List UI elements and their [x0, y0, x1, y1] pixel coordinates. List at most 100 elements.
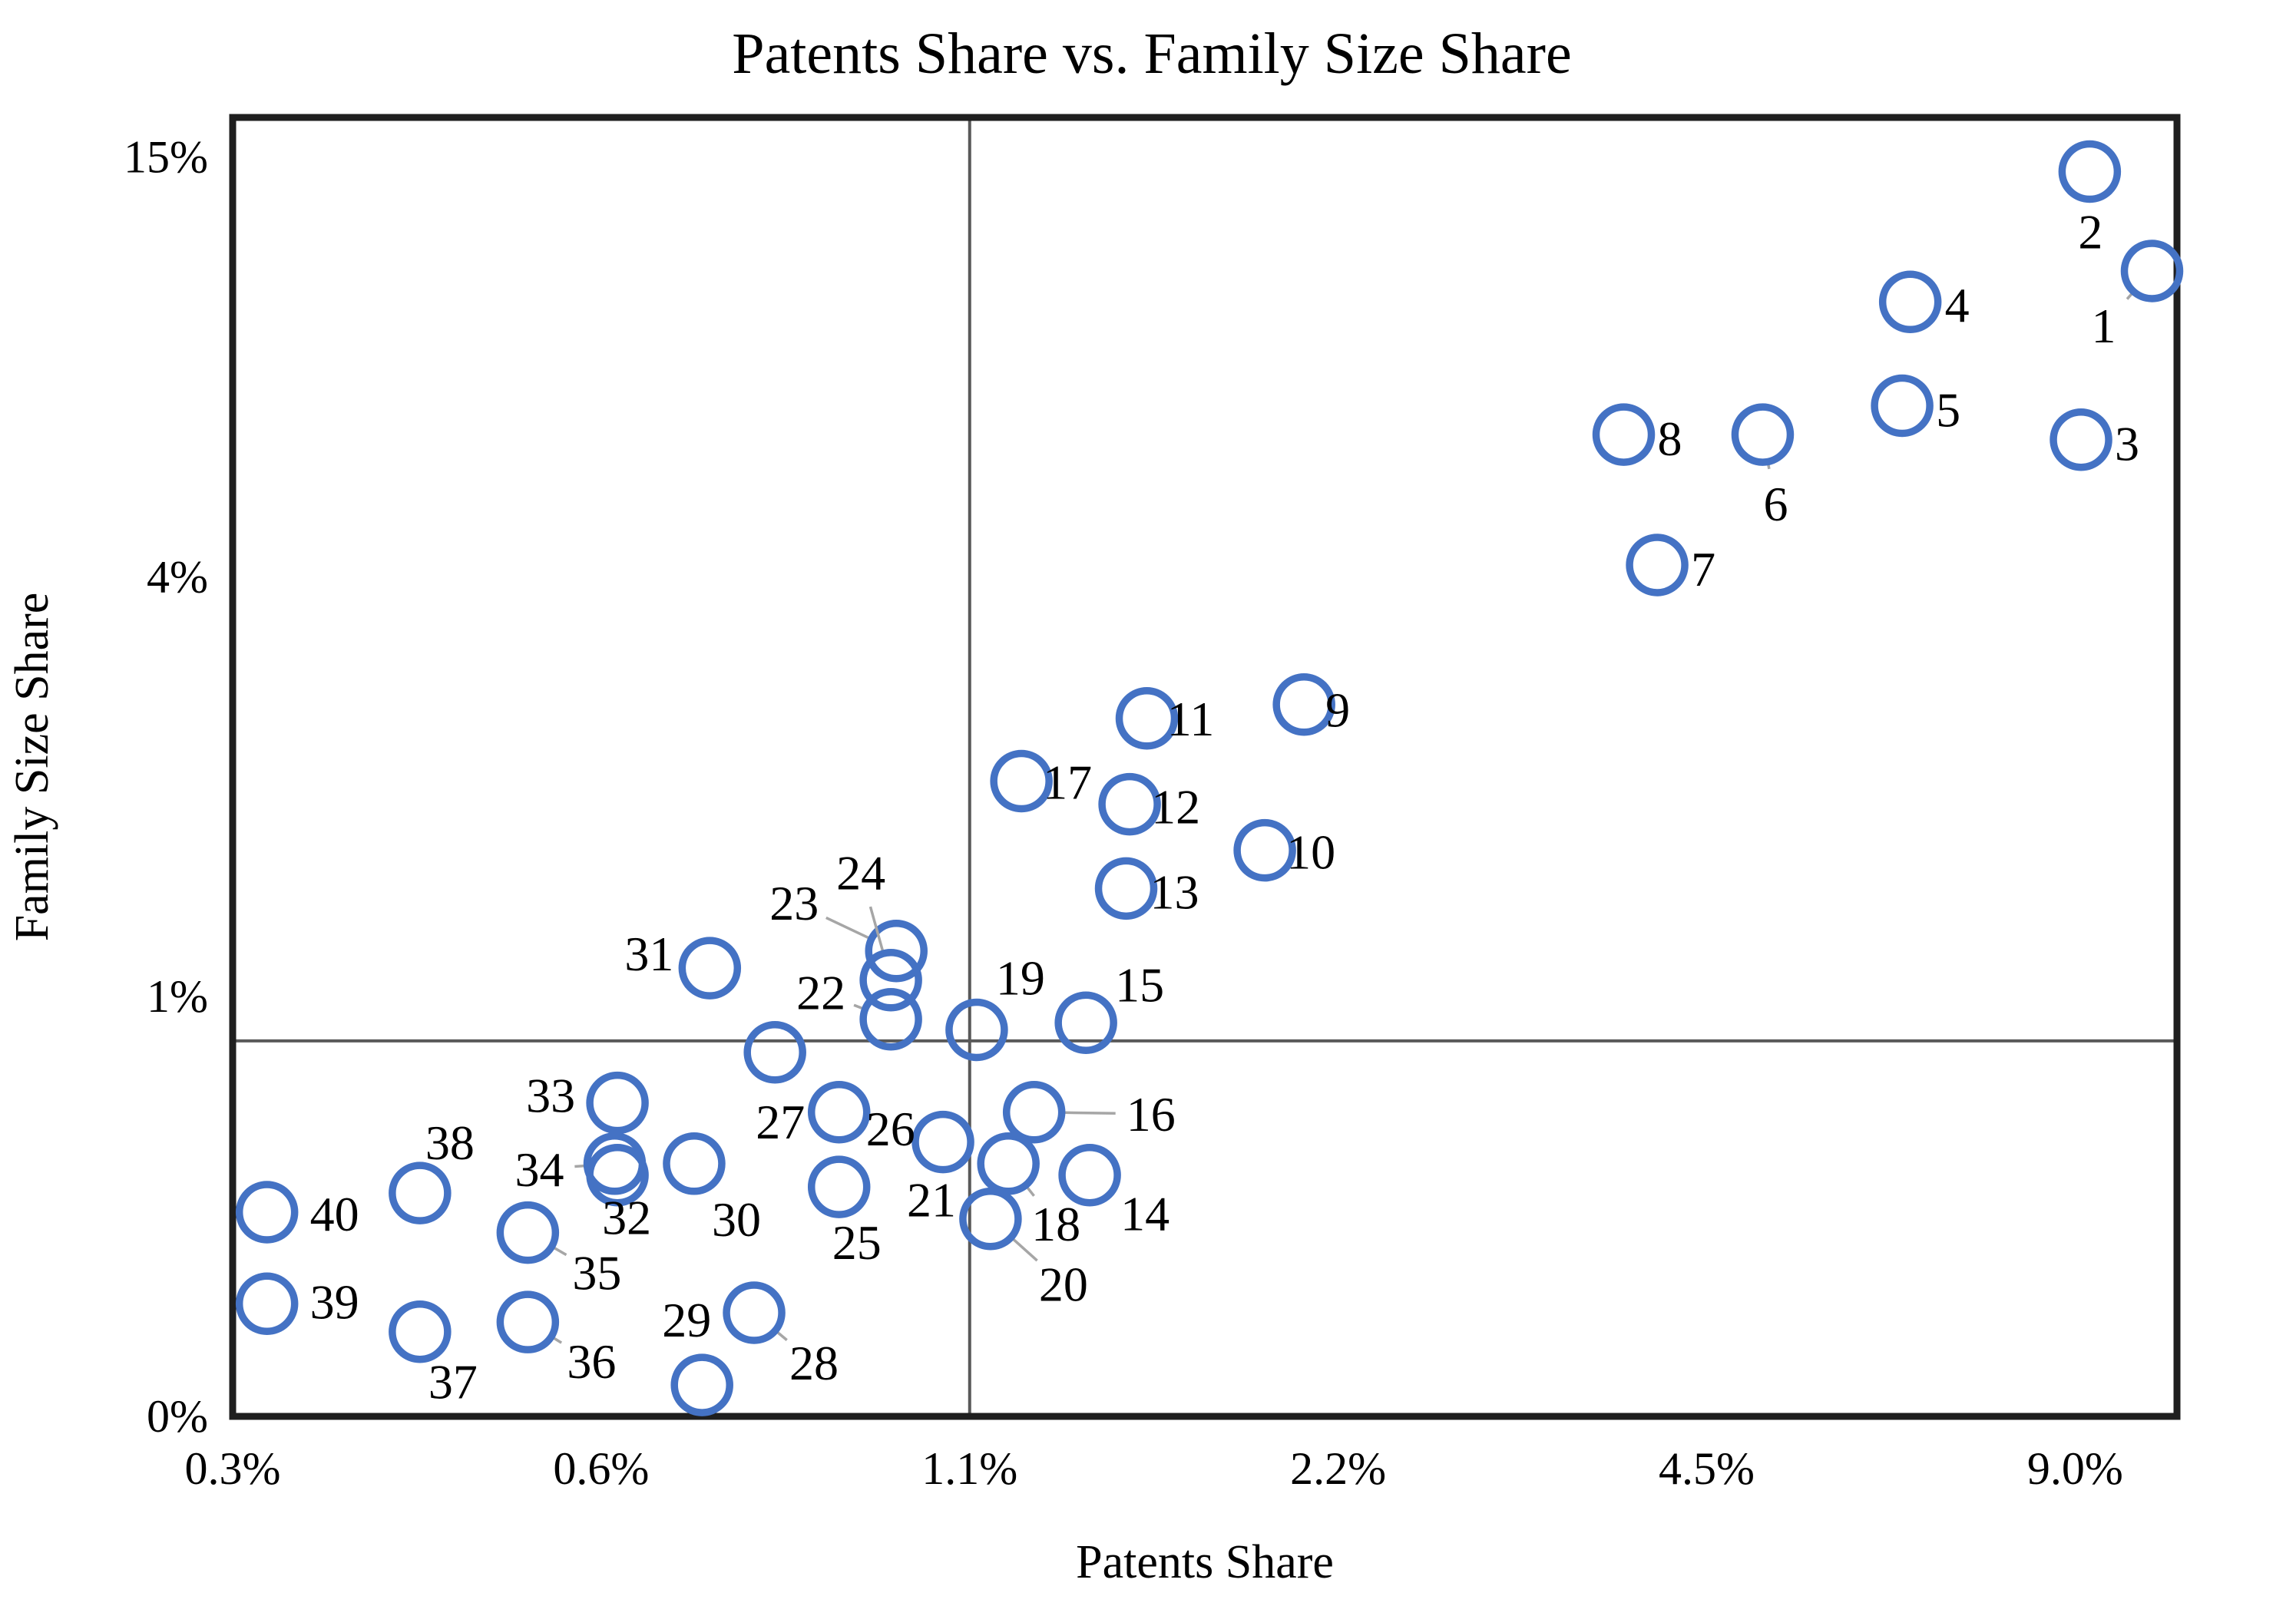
data-point — [1054, 991, 1117, 1055]
data-point-label: 39 — [310, 1274, 359, 1329]
data-point — [2120, 240, 2184, 302]
data-point-label: 22 — [796, 966, 845, 1020]
data-point — [807, 1081, 871, 1144]
data-point-label: 23 — [769, 876, 819, 930]
leader-line — [553, 1246, 567, 1257]
leader-line — [825, 916, 870, 940]
data-point — [1871, 374, 1934, 438]
x-axis-label: Patents Share — [1076, 1536, 1334, 1588]
data-point — [235, 1181, 299, 1244]
data-point — [678, 937, 742, 1000]
data-point — [235, 1272, 299, 1336]
data-point — [496, 1201, 560, 1264]
data-point — [959, 1187, 1022, 1251]
data-point-label: 30 — [712, 1192, 761, 1247]
data-point-label: 40 — [310, 1187, 359, 1241]
data-point — [977, 1132, 1040, 1195]
data-point-label: 10 — [1286, 825, 1335, 880]
y-axis-label: Family Size Share — [6, 593, 58, 942]
y-tick-label: 1% — [147, 971, 208, 1022]
data-point — [1115, 687, 1179, 750]
data-point — [583, 1132, 647, 1195]
data-point-label: 21 — [907, 1173, 956, 1228]
data-point — [865, 920, 928, 983]
x-tick-label: 0.3% — [185, 1443, 281, 1494]
data-point-label: 20 — [1039, 1257, 1088, 1312]
data-point-label: 24 — [836, 846, 885, 900]
data-point — [1233, 818, 1296, 882]
data-point — [1058, 1143, 1121, 1207]
x-tick-label: 2.2% — [1290, 1443, 1386, 1494]
data-point — [911, 1110, 974, 1174]
leader-line — [868, 906, 885, 952]
data-point — [1592, 403, 1656, 466]
data-point — [2050, 408, 2112, 471]
data-point-label: 5 — [1936, 382, 1960, 437]
data-point — [859, 987, 922, 1051]
data-point-label: 33 — [526, 1069, 575, 1123]
data-point — [2058, 140, 2122, 203]
data-point — [663, 1132, 726, 1195]
data-point — [723, 1281, 786, 1344]
data-point-label: 2 — [2078, 205, 2102, 259]
leader-line — [1011, 1238, 1038, 1262]
data-point-label: 3 — [2115, 417, 2139, 471]
data-point-label: 18 — [1031, 1197, 1080, 1251]
data-point — [586, 1071, 649, 1135]
data-point-label: 11 — [1167, 692, 1215, 746]
data-point-label: 8 — [1658, 411, 1682, 466]
data-point-label: 27 — [756, 1095, 805, 1149]
data-point-label: 28 — [789, 1336, 839, 1390]
data-point — [1731, 403, 1795, 466]
leader-line — [1026, 1186, 1035, 1197]
data-point — [859, 948, 922, 1012]
leader-line — [1064, 1111, 1116, 1115]
data-point — [1878, 270, 1942, 333]
data-point-label: 25 — [832, 1215, 882, 1270]
data-point — [1002, 1081, 1066, 1144]
leader-line — [552, 1337, 563, 1344]
plot-area: 0.3% 0.6% 1.1% 2.2% 4.5% 9.0%0%1%4%15%1234567… — [124, 114, 2184, 1494]
data-point — [389, 1162, 452, 1224]
data-point — [945, 998, 1008, 1062]
data-point-label: 19 — [996, 951, 1045, 1006]
data-point-label: 16 — [1126, 1087, 1176, 1142]
data-point-label: 34 — [514, 1142, 564, 1197]
plot-frame — [229, 114, 2181, 1420]
data-point-label: 15 — [1115, 957, 1164, 1012]
data-point — [1626, 534, 1689, 596]
data-point — [990, 749, 1053, 813]
data-point-label: 17 — [1043, 755, 1092, 810]
chart-title: Patents Share vs. Family Size Share — [732, 21, 1571, 86]
data-point-label: 6 — [1763, 477, 1788, 531]
data-point — [670, 1353, 733, 1416]
data-point-label: 12 — [1151, 780, 1200, 834]
data-point-label: 36 — [567, 1334, 616, 1389]
data-point-label: 37 — [428, 1355, 478, 1409]
data-point-label: 32 — [602, 1191, 651, 1245]
x-tick-label: 1.1% — [921, 1443, 1017, 1494]
data-point — [389, 1300, 452, 1363]
y-tick-label: 15% — [124, 132, 208, 183]
x-tick-label: 4.5% — [1659, 1443, 1755, 1494]
data-point-label: 26 — [866, 1102, 915, 1156]
data-point — [807, 1155, 871, 1218]
data-point-label: 9 — [1325, 683, 1350, 738]
data-point-label: 31 — [624, 927, 673, 981]
data-point — [496, 1290, 560, 1353]
data-point — [743, 1021, 806, 1084]
data-point — [1098, 772, 1161, 836]
leader-line — [574, 1164, 585, 1168]
data-point-label: 38 — [425, 1115, 475, 1170]
data-point-label: 13 — [1150, 864, 1199, 919]
data-point-label: 35 — [572, 1246, 621, 1300]
data-point-label: 4 — [1945, 278, 1970, 332]
y-tick-label: 0% — [147, 1391, 208, 1442]
data-point — [1094, 857, 1158, 920]
data-point-label: 29 — [662, 1293, 711, 1347]
data-point-label: 7 — [1691, 542, 1715, 596]
leader-line — [776, 1330, 788, 1341]
leader-line — [853, 1003, 864, 1010]
